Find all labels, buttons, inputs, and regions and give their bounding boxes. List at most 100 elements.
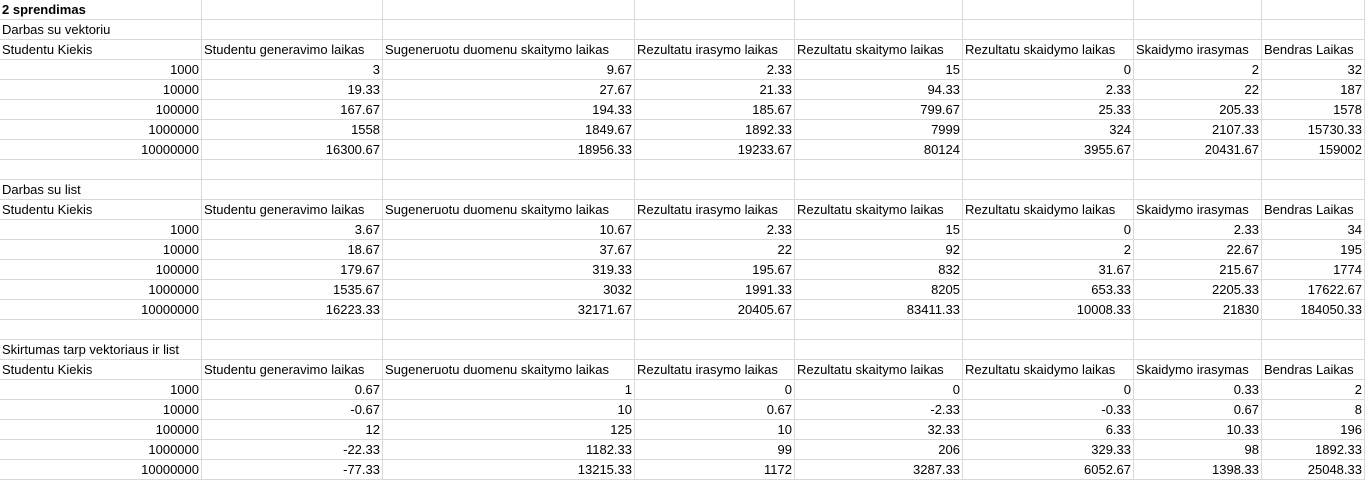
data-cell[interactable]: 32.33 [795,420,963,440]
cell[interactable] [202,320,383,340]
column-header[interactable]: Skaidymo irasymas [1134,360,1262,380]
data-cell[interactable]: 2 [1134,60,1262,80]
data-cell[interactable]: 10.33 [1134,420,1262,440]
cell[interactable] [635,0,795,20]
cell[interactable] [1262,340,1365,360]
column-header[interactable]: Sugeneruotu duomenu skaitymo laikas [383,200,635,220]
column-header[interactable]: Studentu Kiekis [0,360,202,380]
data-cell[interactable]: 10000 [0,400,202,420]
data-cell[interactable]: 21.33 [635,80,795,100]
data-cell[interactable]: 20405.67 [635,300,795,320]
data-cell[interactable]: 1 [383,380,635,400]
data-cell[interactable]: 10.67 [383,220,635,240]
cell[interactable] [635,20,795,40]
data-cell[interactable]: 125 [383,420,635,440]
cell[interactable] [795,180,963,200]
data-cell[interactable]: 159002 [1262,140,1365,160]
data-cell[interactable]: 98 [1134,440,1262,460]
data-cell[interactable]: 187 [1262,80,1365,100]
data-cell[interactable]: 10000000 [0,300,202,320]
column-header[interactable]: Rezultatu skaitymo laikas [795,40,963,60]
column-header[interactable]: Bendras Laikas [1262,360,1365,380]
data-cell[interactable]: 2.33 [635,60,795,80]
data-cell[interactable]: 80124 [795,140,963,160]
data-cell[interactable]: 1000 [0,220,202,240]
data-cell[interactable]: 2.33 [963,80,1134,100]
data-cell[interactable]: 17622.67 [1262,280,1365,300]
cell[interactable] [635,160,795,180]
data-cell[interactable]: 1000000 [0,120,202,140]
data-cell[interactable]: 10000000 [0,460,202,480]
data-cell[interactable]: 1991.33 [635,280,795,300]
data-cell[interactable]: 99 [635,440,795,460]
data-cell[interactable]: 195.67 [635,260,795,280]
column-header[interactable]: Rezultatu skaidymo laikas [963,200,1134,220]
data-cell[interactable]: 19233.67 [635,140,795,160]
data-cell[interactable]: 13215.33 [383,460,635,480]
data-cell[interactable]: 1892.33 [635,120,795,140]
cell[interactable] [1262,20,1365,40]
cell[interactable] [202,0,383,20]
cell[interactable] [202,340,383,360]
data-cell[interactable]: 10000 [0,80,202,100]
data-cell[interactable]: 319.33 [383,260,635,280]
column-header[interactable]: Rezultatu skaitymo laikas [795,200,963,220]
data-cell[interactable]: 10000000 [0,140,202,160]
cell[interactable] [202,20,383,40]
cell[interactable] [963,320,1134,340]
data-cell[interactable]: 832 [795,260,963,280]
cell[interactable] [963,160,1134,180]
column-header[interactable]: Bendras Laikas [1262,40,1365,60]
column-header[interactable]: Studentu generavimo laikas [202,40,383,60]
column-header[interactable]: Rezultatu irasymo laikas [635,200,795,220]
data-cell[interactable]: 8 [1262,400,1365,420]
data-cell[interactable]: -77.33 [202,460,383,480]
data-cell[interactable]: 205.33 [1134,100,1262,120]
data-cell[interactable]: 31.67 [963,260,1134,280]
cell[interactable]: Skirtumas tarp vektoriaus ir list [0,340,202,360]
data-cell[interactable]: 18956.33 [383,140,635,160]
column-header[interactable]: Rezultatu irasymo laikas [635,360,795,380]
cell[interactable] [795,20,963,40]
data-cell[interactable]: 1172 [635,460,795,480]
cell[interactable] [383,0,635,20]
column-header[interactable]: Bendras Laikas [1262,200,1365,220]
data-cell[interactable]: 15730.33 [1262,120,1365,140]
cell[interactable] [795,160,963,180]
data-cell[interactable]: 100000 [0,420,202,440]
data-cell[interactable]: 167.67 [202,100,383,120]
cell[interactable] [1134,340,1262,360]
data-cell[interactable]: 16223.33 [202,300,383,320]
data-cell[interactable]: 185.67 [635,100,795,120]
data-cell[interactable]: 1535.67 [202,280,383,300]
data-cell[interactable]: 0 [963,220,1134,240]
cell[interactable] [1262,160,1365,180]
data-cell[interactable]: 324 [963,120,1134,140]
data-cell[interactable]: 2.33 [1134,220,1262,240]
cell[interactable] [1134,0,1262,20]
cell[interactable] [635,340,795,360]
cell[interactable] [1134,180,1262,200]
data-cell[interactable]: 3032 [383,280,635,300]
cell[interactable] [383,20,635,40]
data-cell[interactable]: -22.33 [202,440,383,460]
data-cell[interactable]: 19.33 [202,80,383,100]
column-header[interactable]: Studentu generavimo laikas [202,360,383,380]
cell[interactable] [0,320,202,340]
data-cell[interactable]: 1398.33 [1134,460,1262,480]
cell[interactable] [1134,320,1262,340]
cell[interactable] [635,180,795,200]
data-cell[interactable]: 2 [963,240,1134,260]
data-cell[interactable]: 10008.33 [963,300,1134,320]
data-cell[interactable]: 8205 [795,280,963,300]
data-cell[interactable]: 1000000 [0,440,202,460]
data-cell[interactable]: 20431.67 [1134,140,1262,160]
data-cell[interactable]: 3 [202,60,383,80]
data-cell[interactable]: 1000 [0,60,202,80]
data-cell[interactable]: 25.33 [963,100,1134,120]
data-cell[interactable]: 22.67 [1134,240,1262,260]
cell[interactable] [963,180,1134,200]
column-header[interactable]: Skaidymo irasymas [1134,40,1262,60]
column-header[interactable]: Rezultatu irasymo laikas [635,40,795,60]
column-header[interactable]: Studentu Kiekis [0,40,202,60]
